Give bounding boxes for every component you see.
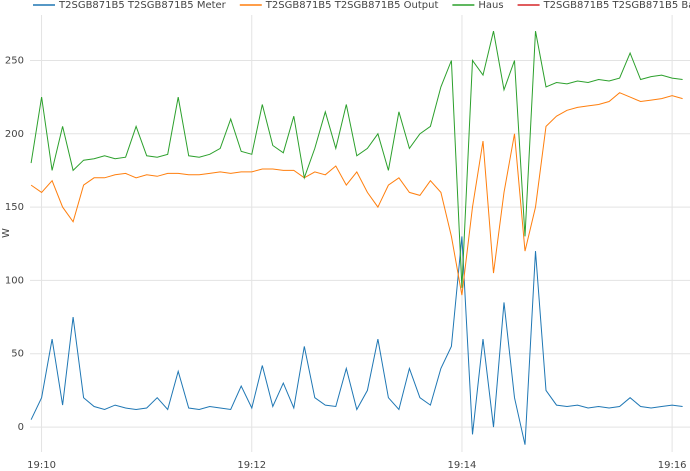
legend-item: T2SGB871B5 T2SGB871B5 Output bbox=[239, 0, 439, 11]
x-tick-label: 19:16 bbox=[658, 460, 687, 471]
y-tick-label: 150 bbox=[5, 202, 24, 213]
y-tick-label: 50 bbox=[11, 349, 24, 360]
y-tick-label: 0 bbox=[18, 422, 24, 433]
x-tick-label: 19:12 bbox=[237, 460, 266, 471]
legend-item: T2SGB871B5 T2SGB871B5 Battery voltage bbox=[517, 0, 690, 11]
series-line bbox=[30, 92, 683, 296]
legend-label: T2SGB871B5 T2SGB871B5 Battery voltage bbox=[543, 0, 690, 11]
y-tick-label: 200 bbox=[5, 129, 24, 140]
legend-label: T2SGB871B5 T2SGB871B5 Output bbox=[265, 0, 439, 11]
y-tick-label: 250 bbox=[5, 55, 24, 66]
legend-label: T2SGB871B5 T2SGB871B5 Meter bbox=[58, 0, 227, 11]
legend-label: Haus bbox=[478, 0, 503, 11]
series-line bbox=[30, 30, 683, 288]
x-tick-label: 19:14 bbox=[448, 460, 477, 471]
x-tick-label: 19:10 bbox=[27, 460, 56, 471]
y-tick-label: 100 bbox=[5, 275, 24, 286]
series-line bbox=[30, 236, 683, 445]
y-axis-label: W bbox=[1, 228, 12, 238]
legend-item: Haus bbox=[452, 0, 504, 11]
legend-item: T2SGB871B5 T2SGB871B5 Meter bbox=[33, 0, 227, 11]
